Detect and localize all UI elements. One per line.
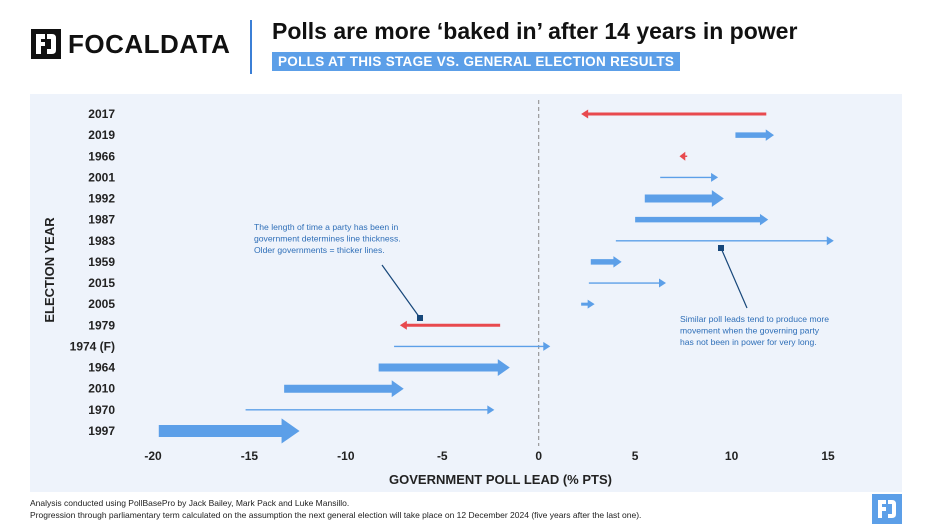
focaldata-logo-icon [31, 29, 61, 59]
annotation-right-pointer [720, 247, 748, 309]
year-label: 1979 [88, 318, 115, 332]
arrow-head-1997 [281, 418, 300, 444]
year-label: 1966 [88, 149, 115, 163]
x-tick-label: -20 [144, 449, 162, 463]
year-label: 2005 [88, 297, 115, 311]
year-label: 1974 (F) [70, 339, 115, 353]
x-tick-label: 5 [632, 449, 639, 463]
x-axis-title: GOVERNMENT POLL LEAD (% PTS) [389, 472, 612, 487]
year-label: 2015 [88, 276, 115, 290]
arrow-head-2019 [765, 129, 774, 141]
footnote-assumption: Progression through parliamentary term c… [30, 510, 642, 520]
brand-logo: FOCALDATA [30, 28, 230, 60]
arrow-head-2017 [581, 109, 589, 119]
chart-subtitle: POLLS AT THIS STAGE VS. GENERAL ELECTION… [272, 52, 681, 71]
annotation-right-line: movement when the governing party [680, 326, 820, 336]
arrow-head-1966 [679, 151, 686, 161]
footnote-source: Analysis conducted using PollBasePro by … [30, 498, 350, 508]
x-tick-label: -10 [337, 449, 355, 463]
arrow-head-1959 [613, 256, 622, 268]
annotation-left-pointer [381, 264, 421, 319]
arrow-chart: 2017 2019 1966 2001 1992 1987 1983 1959 2015 2005… [42, 100, 835, 487]
arrow-head-2005 [587, 299, 595, 309]
arrow-head-1987 [759, 213, 769, 226]
chart-title: Polls are more ‘baked in’ after 14 years… [272, 18, 798, 44]
arrow-head-1979 [399, 320, 407, 330]
annotation-right-line: Similar poll leads tend to produce more [680, 314, 829, 324]
year-label: 1997 [88, 424, 115, 438]
focaldata-badge-icon [872, 494, 902, 524]
plot-area: 2017 2019 1966 2001 1992 1987 1983 1959 2015 2005… [30, 94, 902, 492]
year-label: 2017 [88, 107, 115, 121]
year-label: 1987 [88, 213, 115, 227]
annotation-right-pointer-dot [718, 245, 724, 251]
x-tick-label: 10 [725, 449, 739, 463]
arrow-head-1964 [497, 359, 510, 376]
annotation-left-line: The length of time a party has been in [254, 222, 398, 232]
year-label: 1992 [88, 192, 115, 206]
arrow-head-2010 [391, 380, 404, 398]
year-label: 2010 [88, 382, 115, 396]
year-label: 1964 [88, 361, 115, 375]
brand-name: FOCALDATA [68, 28, 231, 59]
annotation-right-line: has not been in power for very long. [680, 337, 817, 347]
arrow-head-1970 [487, 405, 495, 415]
x-tick-label: -5 [437, 449, 448, 463]
year-label: 2001 [88, 170, 115, 184]
year-label: 1970 [88, 403, 115, 417]
arrow-head-2001 [711, 172, 719, 182]
arrow-head-1974 (F) [543, 341, 551, 351]
arrow-head-2015 [659, 278, 666, 288]
x-tick-label: 0 [535, 449, 542, 463]
annotation-left-pointer-dot [417, 315, 423, 321]
header-divider [250, 20, 252, 74]
annotation-left-line: government determines line thickness. [254, 234, 401, 244]
annotation-left-line: Older governments = thicker lines. [254, 245, 385, 255]
year-label: 1959 [88, 255, 115, 269]
arrow-head-1983 [826, 236, 834, 246]
year-label: 1983 [88, 234, 115, 248]
x-tick-label: -15 [241, 449, 259, 463]
x-tick-label: 15 [821, 449, 835, 463]
year-label: 2019 [88, 128, 115, 142]
arrow-head-1992 [711, 190, 724, 207]
y-axis-title: ELECTION YEAR [42, 217, 57, 323]
